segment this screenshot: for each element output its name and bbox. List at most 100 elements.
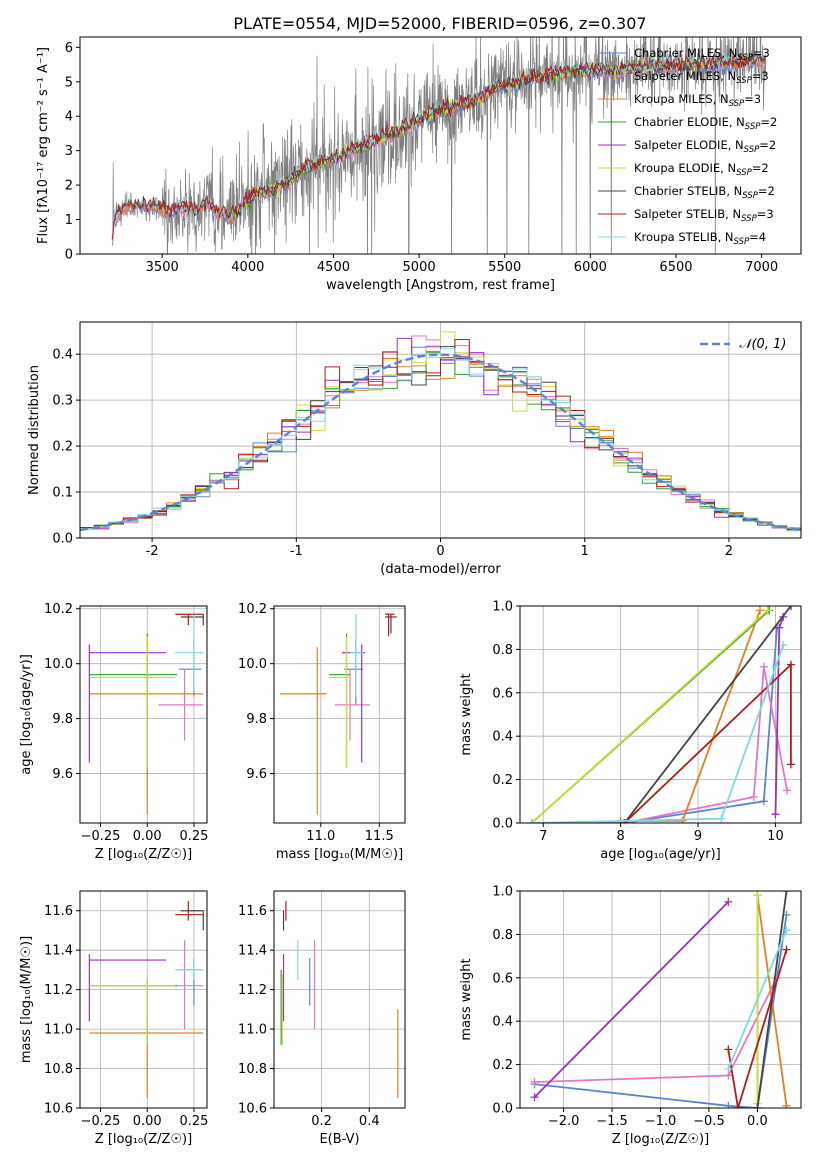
legend-label-chabrier_miles: Chabrier MILES, NSSP=3 xyxy=(634,46,770,63)
y-tick-label: 0.8 xyxy=(492,643,513,658)
weight-marker-salpeter_miles xyxy=(759,662,768,671)
axes-age_vs_mass: 11.0 11.5 9.6 9.8 10.0 10.2 mass [log₁₀(M/M☉)] xyxy=(238,602,406,862)
weight-marker-chabrier_miles xyxy=(724,1101,733,1108)
weight-marker-salpeter_stelib xyxy=(786,660,795,669)
x-tick-label: 10 xyxy=(767,829,784,844)
weight-line-kroupa_stelib xyxy=(727,929,788,1070)
weight-marker-kroupa_stelib xyxy=(782,926,791,935)
axes-mass_vs_z: −0.25 0.00 0.25 10.6 10.8 11.0 11.2 11.4 11.6 Z [… xyxy=(19,890,208,1147)
x-axis-label: Z [log₁₀(Z/Z☉)] xyxy=(95,1132,192,1147)
y-tick-label: 0.1 xyxy=(52,486,73,501)
axes-residuals: -2 -1 0 1 2 0.0 0.1 0.2 0.3 0.4 (data-model)/error… xyxy=(27,321,802,577)
weight-marker-kroupa_stelib xyxy=(724,1064,733,1073)
y-tick-label: 11.4 xyxy=(44,944,73,959)
y-tick-label: 0.0 xyxy=(492,1102,513,1117)
y-tick-label: 11.0 xyxy=(238,1023,267,1038)
y-tick-label: 0.2 xyxy=(492,1058,513,1073)
axes-frame xyxy=(273,890,406,1109)
x-axis-label: E(B-V) xyxy=(319,1132,359,1147)
y-tick-label: 0.0 xyxy=(52,532,73,547)
y-tick-label: 9.6 xyxy=(246,767,267,782)
x-tick-label: 0.2 xyxy=(311,1114,332,1129)
y-tick-label: 0.8 xyxy=(492,928,513,943)
x-tick-label: 0.0 xyxy=(747,1114,768,1129)
y-tick-label: 0.6 xyxy=(492,686,513,701)
weight-marker-chabrier_stelib xyxy=(786,606,795,610)
x-tick-label: −1.5 xyxy=(596,1114,628,1129)
weight-marker-salpeter_elodie xyxy=(724,897,733,906)
legend-label-kroupa_stelib: Kroupa STELIB, NSSP=4 xyxy=(634,230,766,247)
x-axis-label: (data-model)/error xyxy=(380,562,501,577)
y-tick-label: 4 xyxy=(65,110,73,125)
spectrum-legend: Chabrier MILES, NSSP=3 Salpeter MILES, NS… xyxy=(598,46,777,247)
legend-label-salpeter_miles: Salpeter MILES, NSSP=3 xyxy=(634,69,769,86)
y-tick-label: 3 xyxy=(65,144,73,159)
weight-line-kroupa_elodie xyxy=(530,609,769,823)
y-tick-label: 10.8 xyxy=(44,1062,73,1077)
weight-marker-salpeter_miles xyxy=(749,792,758,801)
y-tick-label: 10.6 xyxy=(238,1102,267,1117)
axes-frame xyxy=(273,605,406,824)
x-tick-label: 11.0 xyxy=(306,829,335,844)
x-tick-label: 9 xyxy=(694,829,702,844)
axes-frame xyxy=(519,605,802,824)
weight-marker-salpeter_elodie xyxy=(530,1093,539,1102)
y-axis-label: Normed distribution xyxy=(27,365,42,495)
y-tick-label: 0.0 xyxy=(492,817,513,832)
plot-area-age_vs_z xyxy=(88,613,204,815)
y-axis-label: mass weight xyxy=(459,958,474,1040)
y-tick-label: 1.0 xyxy=(492,600,513,615)
weight-marker-salpeter_stelib xyxy=(782,945,791,954)
y-tick-label: 9.8 xyxy=(246,712,267,727)
x-tick-label: −0.25 xyxy=(81,829,121,844)
x-tick-label: -2 xyxy=(146,544,159,559)
y-tick-label: 0.4 xyxy=(492,1015,513,1030)
legend-label-kroupa_elodie: Kroupa ELODIE, NSSP=2 xyxy=(634,161,769,178)
y-tick-label: 11.2 xyxy=(238,983,267,998)
x-tick-label: 0.25 xyxy=(179,829,208,844)
x-tick-label: 4500 xyxy=(317,260,350,275)
y-tick-label: 0.2 xyxy=(492,773,513,788)
x-tick-label: 5000 xyxy=(403,260,436,275)
y-tick-label: 9.6 xyxy=(52,767,73,782)
x-tick-label: 0.4 xyxy=(359,1114,380,1129)
weight-marker-kroupa_stelib xyxy=(717,814,726,823)
weight-marker-salpeter_stelib xyxy=(724,1045,733,1054)
x-axis-label: age [log₁₀(age/yr)] xyxy=(600,847,721,862)
y-tick-label: 1.0 xyxy=(492,885,513,900)
legend-label-salpeter_stelib: Salpeter STELIB, NSSP=3 xyxy=(634,207,774,224)
x-tick-label: 0.00 xyxy=(133,829,162,844)
y-tick-label: 11.6 xyxy=(44,904,73,919)
x-tick-label: −0.25 xyxy=(81,1114,121,1129)
x-axis-label: mass [log₁₀(M/M☉)] xyxy=(276,847,403,862)
model-line-salpeter_stelib xyxy=(112,53,766,240)
y-tick-label: 10.0 xyxy=(44,657,73,672)
x-tick-label: 6500 xyxy=(659,260,692,275)
x-axis-label: Z [log₁₀(Z/Z☉)] xyxy=(612,1132,709,1147)
y-tick-label: 9.8 xyxy=(52,712,73,727)
weight-line-salpeter_elodie xyxy=(533,901,729,1098)
weight-line-salpeter_miles xyxy=(624,666,788,823)
x-axis-label: wavelength [Angstrom, rest frame] xyxy=(326,278,555,293)
plot-area-age_vs_mass xyxy=(279,613,397,815)
y-tick-label: 11.6 xyxy=(238,904,267,919)
plot-area-mass_vs_ebv xyxy=(280,900,399,1099)
weight-marker-kroupa_elodie xyxy=(753,891,762,900)
x-axis-label: Z [log₁₀(Z/Z☉)] xyxy=(95,847,192,862)
legend-label-salpeter_elodie: Salpeter ELODIE, NSSP=2 xyxy=(634,138,776,155)
y-tick-label: 6 xyxy=(65,41,73,56)
plot-area-spectrum xyxy=(111,37,767,254)
weight-marker-chabrier_stelib xyxy=(782,891,791,895)
plot-area-weight_vs_z xyxy=(530,891,791,1108)
plot-area-mass_vs_z xyxy=(88,900,204,1099)
y-tick-label: 0.4 xyxy=(52,348,73,363)
axes-weight_vs_age: 7 8 9 10 0.0 0.2 0.4 0.6 0.8 1.0 age [log₁₀(age/yr… xyxy=(459,600,802,862)
axes-age_vs_z: −0.25 0.00 0.25 9.6 9.8 10.0 10.2 Z [log₁₀(Z/Z☉… xyxy=(19,602,208,862)
weight-marker-kroupa_miles xyxy=(782,1101,791,1108)
y-tick-label: 0.4 xyxy=(492,730,513,745)
x-tick-label: -1 xyxy=(290,544,303,559)
weight-marker-chabrier_stelib xyxy=(753,1104,762,1108)
x-tick-label: 7000 xyxy=(745,260,778,275)
axes-weight_vs_z: −2.0 −1.5 −1.0 −0.5 0.0 0.0 0.2 0.4 0.6 0.8 1.0 Z [… xyxy=(459,885,802,1147)
